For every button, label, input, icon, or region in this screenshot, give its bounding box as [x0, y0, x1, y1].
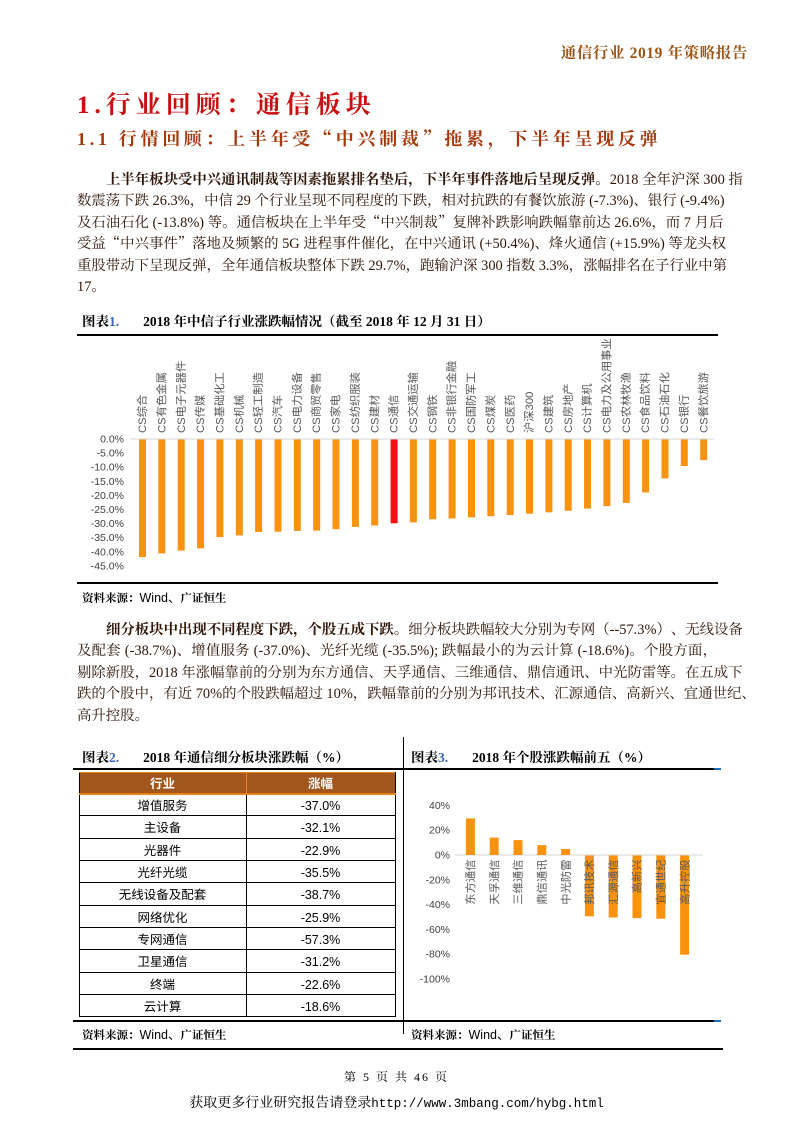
svg-text:邦讯技术: 邦讯技术 — [582, 860, 598, 905]
svg-text:CS医药: CS医药 — [502, 395, 518, 433]
svg-text:CS家电: CS家电 — [328, 395, 344, 433]
svg-text:CS有色金属: CS有色金属 — [153, 372, 169, 433]
svg-text:CS交通运输: CS交通运输 — [405, 372, 421, 433]
svg-text:-60%: -60% — [425, 922, 450, 937]
svg-text:20%: 20% — [429, 823, 450, 838]
svg-text:CS国防军工: CS国防军工 — [463, 372, 479, 433]
svg-text:CS综合: CS综合 — [134, 395, 150, 433]
svg-text:CS基础化工: CS基础化工 — [212, 372, 228, 433]
svg-text:CS建筑: CS建筑 — [541, 395, 557, 433]
svg-text:CS石油石化: CS石油石化 — [657, 372, 673, 433]
svg-text:-30.0%: -30.0% — [91, 516, 124, 531]
svg-text:-25.0%: -25.0% — [91, 502, 124, 517]
svg-text:CS电子元器件: CS电子元器件 — [173, 361, 189, 433]
svg-text:0%: 0% — [435, 848, 450, 863]
svg-text:CS银行: CS银行 — [676, 395, 692, 433]
svg-text:-10.0%: -10.0% — [91, 460, 124, 475]
svg-text:40%: 40% — [429, 798, 450, 813]
svg-text:-80%: -80% — [425, 947, 450, 962]
svg-text:CS煤炭: CS煤炭 — [482, 395, 498, 433]
svg-text:CS电力设备: CS电力设备 — [289, 372, 305, 433]
svg-text:-100%: -100% — [420, 972, 450, 987]
svg-text:东方通信: 东方通信 — [463, 860, 479, 905]
svg-text:高新兴: 高新兴 — [629, 860, 645, 894]
svg-text:CS通信: CS通信 — [386, 395, 402, 433]
svg-text:-35.0%: -35.0% — [91, 530, 124, 545]
svg-text:高升控股: 高升控股 — [677, 860, 693, 905]
svg-text:CS食品饮料: CS食品饮料 — [637, 372, 653, 433]
svg-text:CS餐饮旅游: CS餐饮旅游 — [695, 372, 711, 433]
svg-text:CS轻工制造: CS轻工制造 — [250, 372, 266, 433]
svg-text:-40.0%: -40.0% — [91, 544, 124, 559]
svg-text:沪深300: 沪深300 — [521, 392, 537, 433]
svg-text:中光防雷: 中光防雷 — [558, 860, 574, 905]
svg-text:汇源通信: 汇源通信 — [605, 860, 621, 905]
svg-text:天孚通信: 天孚通信 — [486, 860, 502, 905]
svg-text:CS电力及公用事业: CS电力及公用事业 — [599, 338, 615, 433]
svg-text:CS非银行金融: CS非银行金融 — [444, 361, 460, 433]
svg-text:CS农林牧渔: CS农林牧渔 — [618, 372, 634, 433]
svg-text:三维通信: 三维通信 — [510, 860, 526, 905]
svg-text:0.0%: 0.0% — [100, 432, 124, 447]
svg-text:CS机械: CS机械 — [231, 395, 247, 433]
svg-text:-20%: -20% — [425, 872, 450, 887]
svg-text:CS商贸零售: CS商贸零售 — [308, 372, 324, 433]
svg-text:-15.0%: -15.0% — [91, 474, 124, 489]
svg-text:CS计算机: CS计算机 — [579, 383, 595, 433]
svg-text:-5.0%: -5.0% — [97, 446, 124, 461]
svg-text:CS纺织服装: CS纺织服装 — [347, 372, 363, 433]
svg-text:CS传媒: CS传媒 — [192, 395, 208, 433]
svg-text:鼎信通讯: 鼎信通讯 — [534, 860, 550, 905]
svg-text:CS汽车: CS汽车 — [270, 395, 286, 433]
svg-text:CS房地产: CS房地产 — [560, 383, 576, 433]
svg-text:CS钢铁: CS钢铁 — [424, 395, 440, 433]
svg-text:-45.0%: -45.0% — [91, 558, 124, 573]
svg-text:-40%: -40% — [425, 897, 450, 912]
svg-text:宜通世纪: 宜通世纪 — [653, 860, 669, 905]
svg-text:CS建材: CS建材 — [366, 395, 382, 433]
svg-text:-20.0%: -20.0% — [91, 488, 124, 503]
